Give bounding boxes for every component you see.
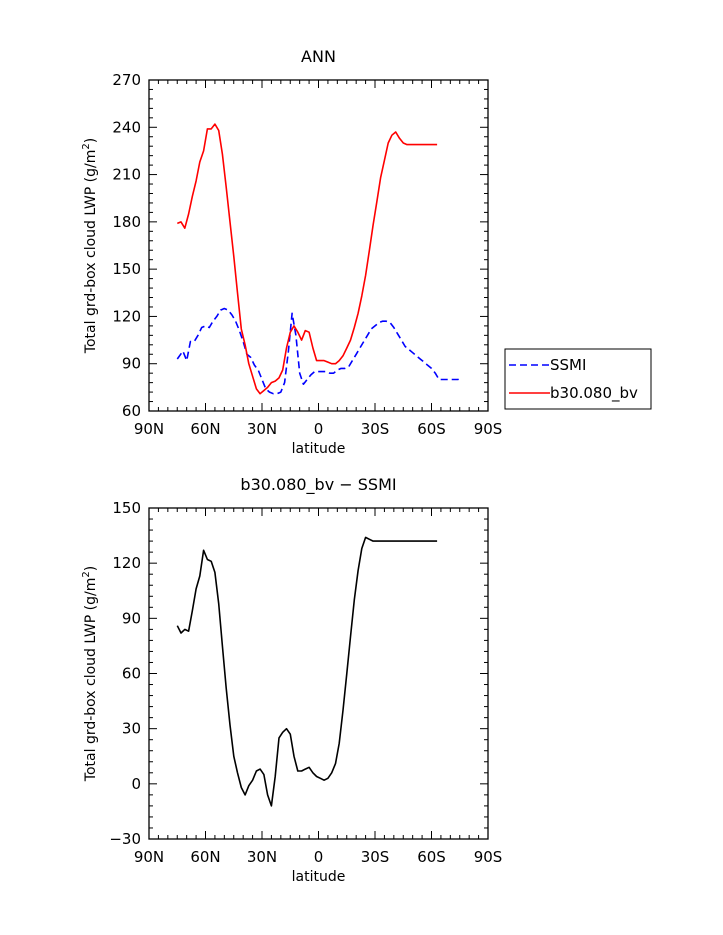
y-axis-label-main: Total grd-box cloud LWP (g/m	[83, 578, 99, 783]
y-axis-label-close: )	[83, 138, 99, 143]
panel-2: b30.080_bv − SSMI 90N 60N 30N 0 30S 60S 90S −30 0…	[81, 475, 502, 885]
plot-frame	[148, 507, 489, 840]
y-tick-label: −30	[109, 830, 141, 848]
x-tick-label: 60S	[417, 848, 446, 866]
x-tick-label: 30S	[361, 848, 390, 866]
y-tick-label: 90	[122, 609, 141, 627]
series-line-b30-080-bv	[176, 123, 438, 395]
y-axis-label-main: Total grd-box cloud LWP (g/m	[83, 150, 99, 355]
y-axis-label-close: )	[83, 566, 99, 571]
x-tick-label: 60S	[417, 420, 446, 438]
x-tick-label: 90N	[134, 420, 164, 438]
y-tick-label: 180	[112, 213, 141, 231]
y-axis-label-sup: 2	[81, 571, 92, 577]
y-tick-label: 120	[112, 307, 141, 325]
y-tick-label: 150	[112, 260, 141, 278]
chart-title: b30.080_bv − SSMI	[240, 475, 396, 495]
y-axis-label-sup: 2	[81, 143, 92, 149]
series-line-panel2	[176, 536, 438, 807]
x-tick-label: 90S	[474, 848, 503, 866]
y-tick-label: 120	[112, 554, 141, 572]
x-tick-label: 0	[314, 420, 324, 438]
y-tick-label: 0	[131, 775, 141, 793]
y-tick-label: 60	[122, 665, 141, 683]
x-tick-label: 90N	[134, 848, 164, 866]
x-tick-label: 60N	[190, 420, 220, 438]
y-axis-label: Total grd-box cloud LWP (g/m2)	[81, 138, 99, 354]
x-tick-label: 0	[314, 848, 324, 866]
y-tick-label: 150	[112, 499, 141, 517]
y-axis-label: Total grd-box cloud LWP (g/m2)	[81, 566, 99, 782]
y-tick-label: 30	[122, 720, 141, 738]
y-tick-label: 240	[112, 118, 141, 136]
legend-label: b30.080_bv	[550, 384, 638, 403]
x-tick-label: 90S	[474, 420, 503, 438]
x-axis-label: latitude	[292, 441, 346, 457]
x-axis-label: latitude	[292, 869, 346, 885]
legend-box	[504, 348, 652, 410]
y-tick-label: 270	[112, 71, 141, 89]
x-tick-label: 30S	[361, 420, 390, 438]
x-tick-label: 60N	[190, 848, 220, 866]
series-line-ssmi	[176, 307, 462, 395]
legend: SSMI b30.080_bv	[504, 348, 652, 410]
panel-1: ANN 90N 60N 30N 0 30S 60S 90S 60 90 120 150 180 210 24…	[81, 47, 652, 457]
y-tick-label: 210	[112, 166, 141, 184]
x-tick-label: 30N	[247, 420, 277, 438]
y-tick-label: 60	[122, 402, 141, 420]
y-tick-label: 90	[122, 355, 141, 373]
legend-label: SSMI	[550, 356, 586, 374]
x-tick-label: 30N	[247, 848, 277, 866]
chart-title: ANN	[301, 47, 336, 66]
